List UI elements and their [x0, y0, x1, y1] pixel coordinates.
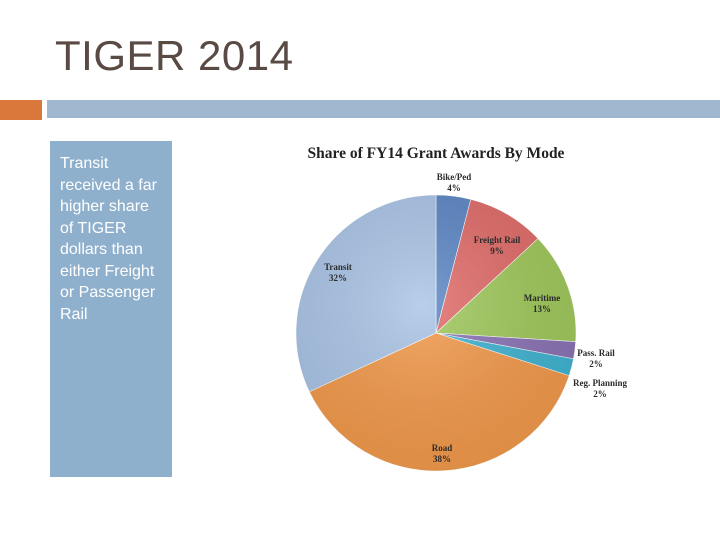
slice-label-road: Road 38%: [432, 443, 453, 464]
slice-label-transit: Transit 32%: [324, 262, 352, 283]
accent-divider: [47, 118, 720, 120]
side-callout-text: Transit received a far higher share of T…: [60, 155, 157, 323]
accent-bar-orange: [0, 100, 42, 120]
slice-label-bike-ped: Bike/Ped 4%: [437, 172, 472, 193]
pie-shading: [296, 195, 576, 471]
side-callout-box: Transit received a far higher share of T…: [50, 141, 172, 477]
slide-title: TIGER 2014: [55, 32, 294, 79]
slice-label-pass-rail: Pass. Rail 2%: [577, 348, 615, 369]
pie-slices: [295, 194, 577, 472]
pie-labels: Bike/Ped 4% Freight Rail 9% Maritime 13% Pass.…: [324, 172, 627, 464]
accent-bar-blue: [47, 100, 720, 120]
slice-label-freight-rail: Freight Rail 9%: [474, 235, 521, 256]
slice-label-maritime: Maritime 13%: [524, 293, 560, 314]
chart-title: Share of FY14 Grant Awards By Mode: [308, 145, 565, 162]
slice-label-reg-planning: Reg. Planning 2%: [573, 378, 628, 399]
